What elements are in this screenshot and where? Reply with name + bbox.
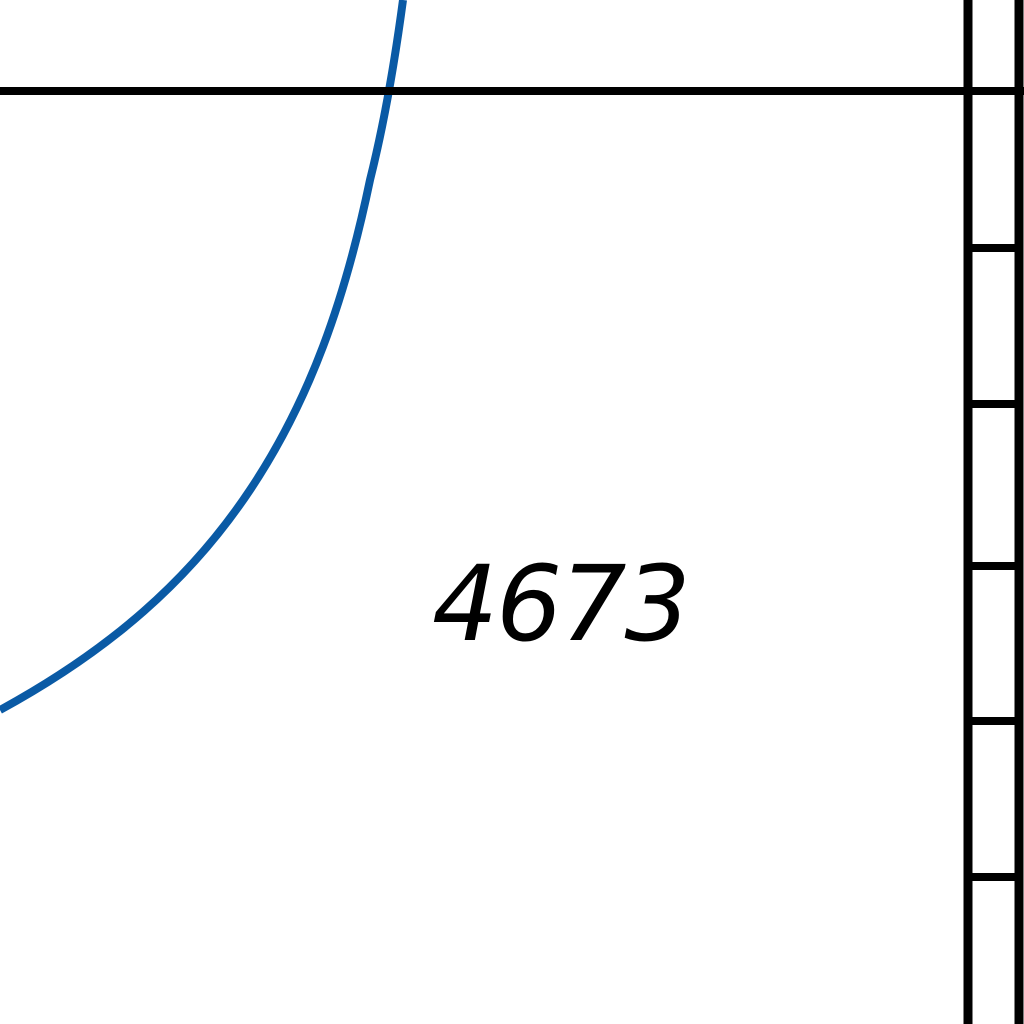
railroad-track [963, 0, 1024, 1024]
contour-curve [0, 0, 407, 714]
parcel-number-label: 4673 [432, 543, 689, 665]
